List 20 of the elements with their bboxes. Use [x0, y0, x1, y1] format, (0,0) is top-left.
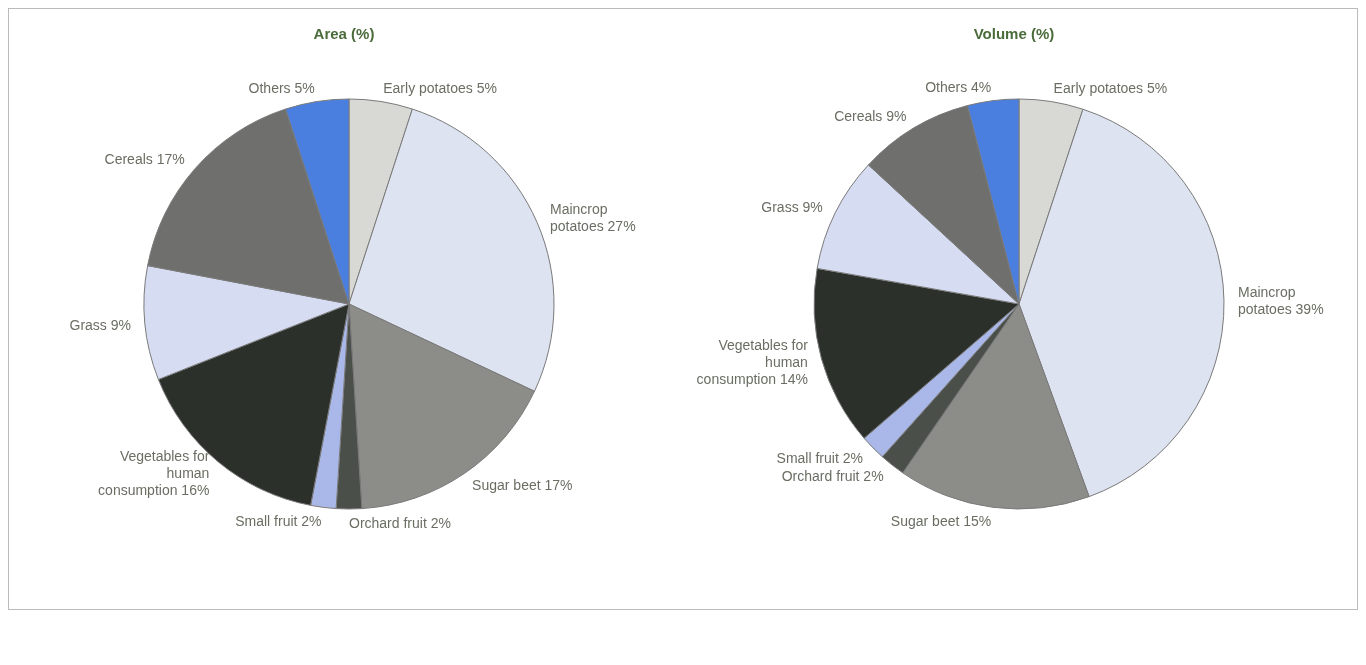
slice-label: Others 5% [248, 79, 315, 96]
slice-label: Orchard fruit 2% [349, 515, 451, 531]
slice-label: Sugar beet 17% [472, 477, 573, 494]
slice-label: Orchard fruit 2% [781, 468, 884, 485]
slice-label: Early potatoes 5% [383, 79, 497, 96]
slice-label: Vegetables for human consumption 14% [696, 337, 809, 388]
slice-label: Small fruit 2% [776, 449, 863, 466]
slice-label: Small fruit 2% [235, 513, 322, 530]
slice-label: Grass 9% [761, 198, 823, 215]
slice-label: Sugar beet 15% [890, 513, 992, 530]
slice-label: Others 4% [925, 78, 992, 95]
slice-label: Cereals 9% [834, 108, 907, 125]
slice-label: Cereals 17% [104, 151, 185, 168]
slice-label: Vegetables for human consumption 16% [98, 447, 210, 498]
chart-title: Volume (%) [973, 25, 1055, 42]
slice-label: Grass 9% [69, 316, 131, 333]
chart-title: Area (%) [313, 25, 375, 42]
slice-label: Maincrop potatoes 39% [1237, 284, 1324, 318]
slice-label: Early potatoes 5% [1053, 79, 1168, 96]
slice-label: Maincrop potatoes 27% [549, 200, 636, 234]
